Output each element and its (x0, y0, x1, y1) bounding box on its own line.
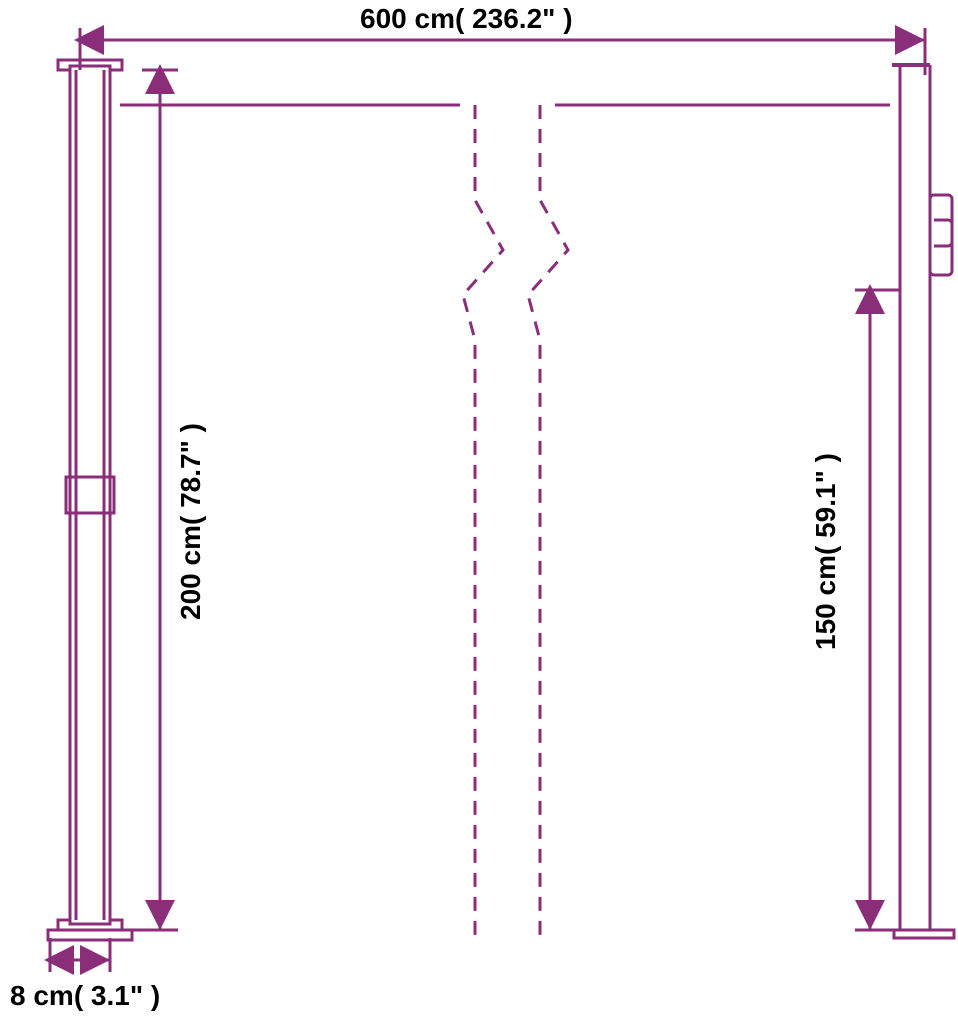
handle-body (930, 195, 952, 275)
left-post-mid-bracket (66, 477, 114, 513)
handle-grip (934, 220, 952, 246)
dim-label-left: 200 cm( 78.7" ) (175, 423, 206, 620)
break-line-left (463, 105, 503, 940)
dim-label-right: 150 cm( 59.1" ) (810, 453, 841, 650)
left-post-top-cap (58, 60, 122, 70)
dim-label-top: 600 cm( 236.2" ) (360, 3, 573, 34)
break-line-right (528, 105, 568, 940)
dim-label-base: 8 cm( 3.1" ) (10, 980, 160, 1011)
